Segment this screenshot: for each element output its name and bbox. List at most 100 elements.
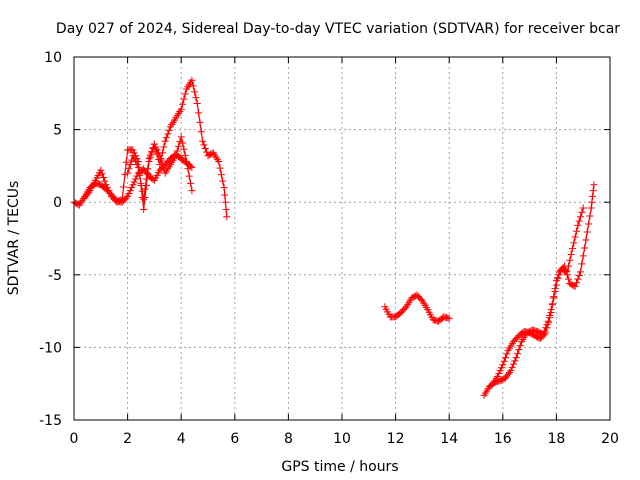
trail-marker (503, 372, 511, 380)
trail-marker (571, 233, 579, 241)
trail-marker (184, 165, 192, 173)
trail-marker (578, 208, 586, 216)
trail-marker (180, 95, 188, 103)
trail-marker (192, 94, 200, 102)
trail-marker (146, 151, 154, 159)
trail-marker (515, 346, 523, 354)
trail-marker (581, 244, 589, 252)
trail-marker (550, 293, 558, 301)
trail-marker (579, 252, 587, 260)
trail-marker (173, 147, 181, 155)
data-point-marker (493, 372, 501, 380)
data-point-marker (568, 245, 576, 253)
trail-marker (401, 304, 409, 312)
trail-marker (85, 188, 93, 196)
x-tick-label: 16 (494, 431, 512, 447)
trail-marker (219, 177, 227, 185)
trail-marker (99, 174, 107, 182)
data-point-marker (129, 181, 137, 189)
trail-marker (136, 171, 144, 179)
data-point-marker (199, 137, 207, 145)
trail-marker (573, 279, 580, 287)
trail-marker (148, 147, 156, 155)
trail-marker (554, 274, 562, 282)
trail-marker (574, 275, 582, 283)
y-tick-label: -10 (39, 340, 62, 356)
data-point-marker (124, 192, 132, 200)
trail-marker (162, 134, 170, 142)
x-tick-label: 0 (70, 431, 79, 447)
trail-marker (180, 145, 188, 153)
trail-marker (575, 272, 583, 280)
trail-marker (122, 158, 130, 166)
x-tick-label: 4 (177, 431, 186, 447)
trail-marker (221, 198, 229, 206)
trail-marker (567, 250, 575, 258)
trail-marker (158, 149, 166, 157)
trail-marker (128, 184, 136, 192)
x-tick-label: 12 (387, 431, 405, 447)
y-tick-label: 10 (44, 50, 62, 66)
data-point-marker (215, 158, 223, 166)
trail-marker (82, 192, 90, 200)
plot-frame (73, 56, 611, 421)
trail-marker (503, 350, 511, 358)
trail-marker (126, 160, 134, 168)
y-tick-label: 0 (53, 195, 62, 211)
data-point-marker (590, 181, 598, 189)
trail-marker (175, 142, 183, 150)
trail-marker (181, 151, 189, 159)
trail-marker (185, 172, 193, 180)
trail-marker (83, 190, 91, 198)
trail-marker (570, 239, 578, 247)
trail-marker (164, 130, 172, 138)
data-point-marker (512, 354, 520, 362)
data-point-marker (542, 329, 550, 337)
trail-marker (585, 220, 593, 228)
trail-marker (142, 175, 150, 183)
trail-marker (126, 187, 134, 195)
data-point-marker (587, 204, 595, 212)
trail-marker (141, 185, 149, 193)
trail-marker (589, 192, 597, 200)
data-point-marker (445, 314, 453, 322)
trail-marker (564, 275, 572, 283)
trail-marker (106, 189, 114, 197)
trail-marker (130, 178, 138, 186)
trail-marker (165, 126, 173, 134)
data-point-marker (499, 361, 507, 369)
data-point-marker (574, 221, 582, 229)
data-point-marker (172, 152, 180, 160)
trail-marker (501, 354, 509, 362)
trail-marker (130, 155, 138, 163)
data-point-marker (552, 277, 560, 285)
data-point-marker (582, 236, 590, 244)
trail-marker (187, 179, 195, 187)
trail-marker (217, 171, 225, 179)
trail-marker (566, 256, 574, 264)
series-satellite-track-6 (488, 204, 587, 389)
trail-marker (497, 364, 505, 372)
data-point-marker (145, 155, 153, 163)
series-satellite-track-5 (480, 181, 598, 399)
data-point-marker (102, 181, 110, 189)
x-tick-label: 14 (440, 431, 458, 447)
x-tick-label: 20 (601, 431, 619, 447)
trail-marker (153, 150, 161, 158)
trail-marker (508, 363, 516, 371)
trail-marker (160, 143, 168, 151)
data-point-marker (177, 133, 185, 141)
trail-marker (495, 370, 503, 378)
data-point-marker (507, 367, 515, 375)
data-point-marker (501, 374, 509, 382)
trail-marker (196, 118, 204, 126)
x-tick-label: 10 (333, 431, 351, 447)
data-point-marker (188, 76, 196, 84)
x-tick-label: 6 (230, 431, 239, 447)
series-satellite-track-3 (124, 76, 231, 221)
data-point-marker (220, 184, 228, 192)
y-tick-label: 5 (53, 123, 62, 139)
trail-marker (588, 198, 596, 206)
data-point-marker (183, 158, 191, 166)
trail-marker (548, 301, 556, 309)
